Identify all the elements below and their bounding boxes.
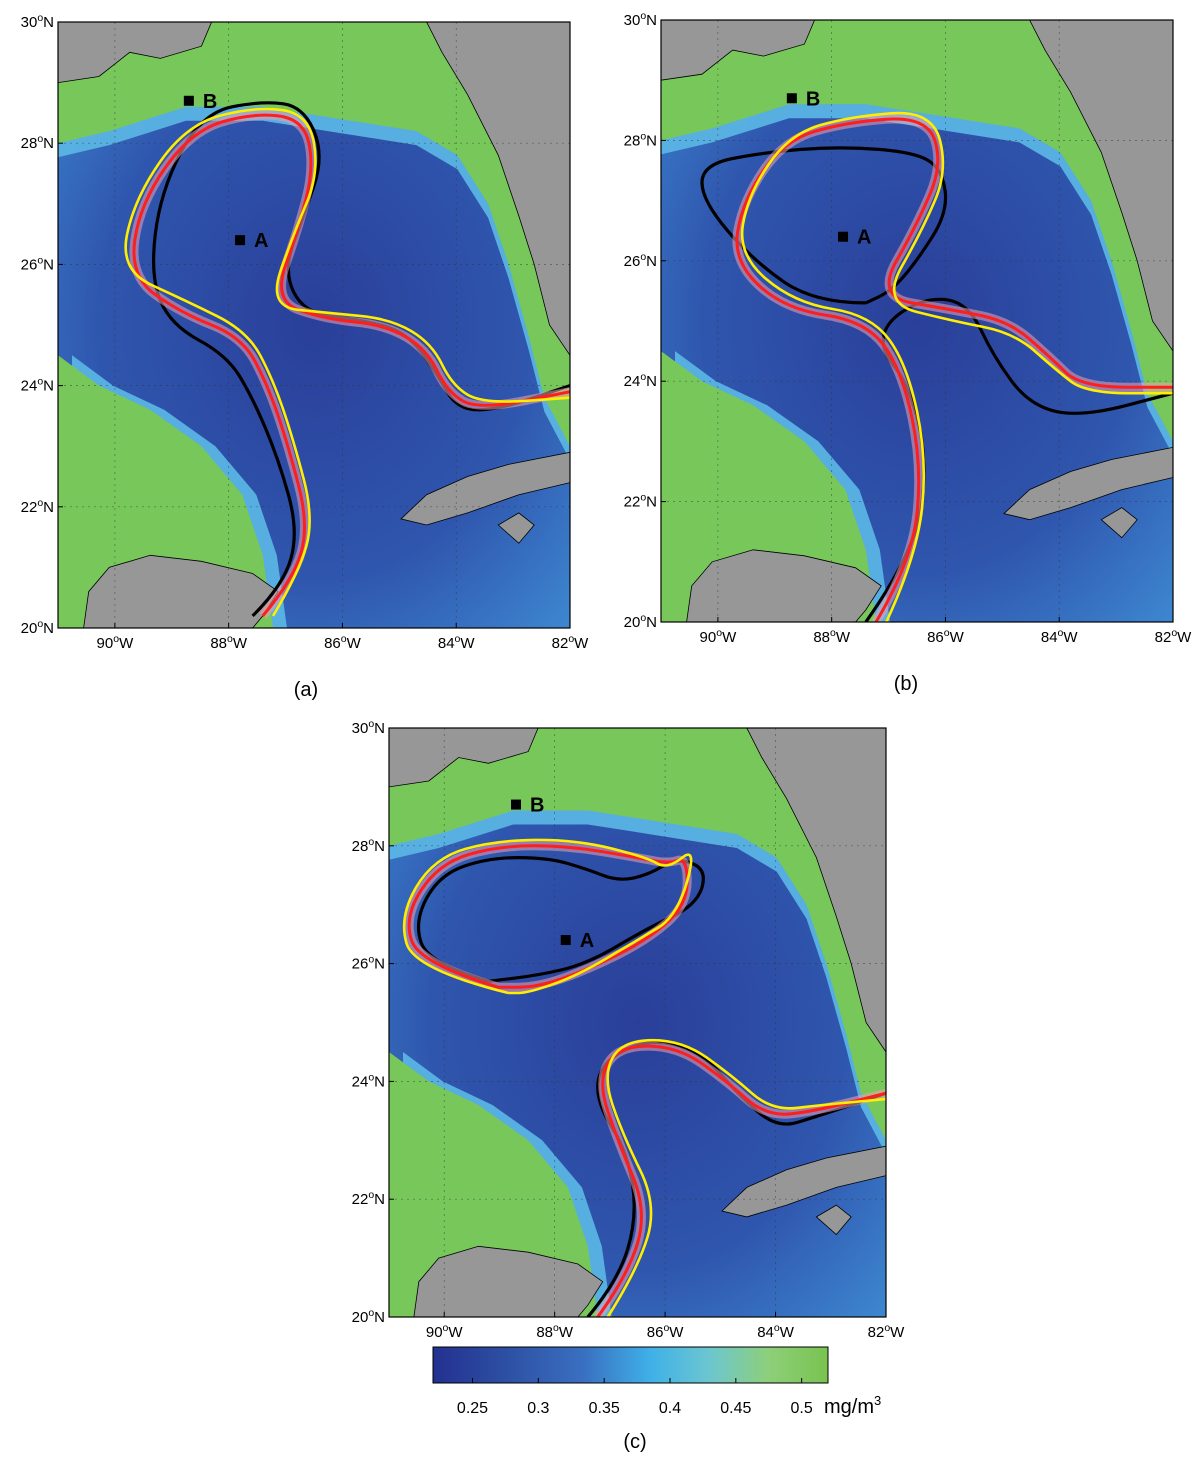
lat-label: 28oN bbox=[624, 130, 657, 149]
colorbar-tick-label: 0.45 bbox=[720, 1400, 751, 1417]
land-louisiana bbox=[661, 20, 816, 81]
station-label-b: B bbox=[203, 91, 217, 113]
shelf-waters-southwest bbox=[389, 1052, 598, 1317]
lon-label: 90oW bbox=[97, 633, 135, 652]
land-louisiana bbox=[58, 22, 213, 84]
lon-label: 90oW bbox=[700, 627, 738, 646]
lon-label: 82oW bbox=[868, 1322, 906, 1341]
map-area bbox=[58, 22, 570, 628]
front-satellite bbox=[740, 111, 1173, 622]
land-yucatan bbox=[686, 549, 882, 622]
shelf-waters-southwest bbox=[58, 355, 273, 628]
map-area bbox=[389, 728, 886, 1317]
map-panel-a: 30oN 28oN 26oN 24oN 22oN 20oN 90oW 88oW 86oW 84oW… bbox=[21, 12, 590, 701]
lon-label: 84oW bbox=[438, 633, 476, 652]
map-frame bbox=[660, 19, 1174, 623]
colorbar-tick-label: 0.25 bbox=[457, 1400, 488, 1417]
lon-label: 84oW bbox=[1041, 627, 1079, 646]
lat-label: 22oN bbox=[624, 492, 657, 511]
shelf-waters-north bbox=[661, 20, 1173, 442]
station-marker-b bbox=[511, 799, 522, 810]
lat-label: 28oN bbox=[352, 836, 385, 855]
lon-label: 86oW bbox=[324, 633, 362, 652]
lon-label: 86oW bbox=[927, 627, 965, 646]
colorbar-tick-label: 0.3 bbox=[527, 1400, 549, 1417]
lon-label: 82oW bbox=[1155, 627, 1193, 646]
colorbar-unit: mg/m3 bbox=[824, 1393, 881, 1418]
lat-label: 20oN bbox=[624, 612, 657, 631]
land-florida bbox=[1029, 20, 1173, 352]
colorbar: 0.25 0.3 0.35 0.4 0.45 0.5 mg/m3 bbox=[432, 1346, 881, 1418]
lon-label: 88oW bbox=[210, 633, 248, 652]
land-isle-of-youth bbox=[815, 1204, 852, 1236]
station-label-a: A bbox=[254, 230, 268, 252]
lon-label: 88oW bbox=[536, 1322, 574, 1341]
station-label-b: B bbox=[530, 795, 544, 817]
colorbar-tick-label: 0.5 bbox=[791, 1400, 813, 1417]
lat-label: 22oN bbox=[352, 1189, 385, 1208]
front-observed bbox=[416, 856, 705, 983]
shelf-waters-north bbox=[389, 728, 886, 1141]
station-marker-a bbox=[838, 231, 849, 242]
lat-label: 26oN bbox=[21, 254, 54, 273]
panel-caption-a: (a) bbox=[294, 679, 318, 701]
station-label-b: B bbox=[806, 88, 820, 110]
shelf-waters-north bbox=[58, 22, 570, 447]
map-area bbox=[661, 20, 1173, 622]
lat-label: 22oN bbox=[21, 497, 54, 516]
lat-label: 30oN bbox=[624, 10, 657, 29]
colorbar-ramp bbox=[432, 1346, 829, 1384]
front-satellite bbox=[124, 107, 570, 617]
lat-label: 30oN bbox=[352, 718, 385, 737]
land-florida bbox=[746, 728, 886, 1053]
front-satellite bbox=[402, 838, 693, 995]
lat-label: 20oN bbox=[352, 1307, 385, 1326]
land-isle-of-youth bbox=[497, 512, 535, 544]
front-satellite bbox=[606, 1038, 886, 1317]
panel-caption-c: (c) bbox=[623, 1431, 646, 1453]
front-mean bbox=[735, 117, 1173, 622]
station-marker-a bbox=[560, 935, 571, 946]
lat-label: 24oN bbox=[21, 376, 54, 395]
station-marker-b bbox=[786, 93, 797, 104]
lat-label: 24oN bbox=[624, 371, 657, 390]
station-marker-a bbox=[235, 235, 246, 246]
map-panel-b: 30oN 28oN 26oN 24oN 22oN 20oN 90oW 88oW 86oW 84oW… bbox=[624, 10, 1193, 695]
colorbar-tick-label: 0.4 bbox=[659, 1400, 681, 1417]
lon-label: 82oW bbox=[552, 633, 590, 652]
lat-label: 20oN bbox=[21, 618, 54, 637]
station-label-a: A bbox=[857, 227, 871, 249]
lat-label: 26oN bbox=[624, 251, 657, 270]
lon-label: 84oW bbox=[757, 1322, 795, 1341]
lon-label: 88oW bbox=[813, 627, 851, 646]
lat-label: 28oN bbox=[21, 133, 54, 152]
station-label-a: A bbox=[580, 930, 594, 952]
lat-label: 30oN bbox=[21, 12, 54, 31]
lon-label: 90oW bbox=[426, 1322, 464, 1341]
front-mean bbox=[132, 113, 570, 617]
lon-label: 86oW bbox=[647, 1322, 685, 1341]
shelf-waters-southwest bbox=[661, 351, 876, 622]
land-yucatan bbox=[83, 554, 279, 628]
lat-label: 26oN bbox=[352, 954, 385, 973]
land-louisiana bbox=[389, 728, 539, 788]
map-panel-c: 30oN 28oN 26oN 24oN 22oN 20oN 90oW 88oW 86oW 84oW… bbox=[352, 718, 906, 1453]
lat-label: 24oN bbox=[352, 1071, 385, 1090]
panel-caption-b: (b) bbox=[894, 673, 918, 695]
land-yucatan bbox=[413, 1245, 604, 1317]
station-marker-b bbox=[183, 95, 194, 106]
map-frame bbox=[57, 21, 571, 629]
map-frame bbox=[388, 727, 887, 1318]
land-florida bbox=[426, 22, 570, 357]
land-isle-of-youth bbox=[1100, 507, 1138, 539]
colorbar-tick-label: 0.35 bbox=[589, 1400, 620, 1417]
